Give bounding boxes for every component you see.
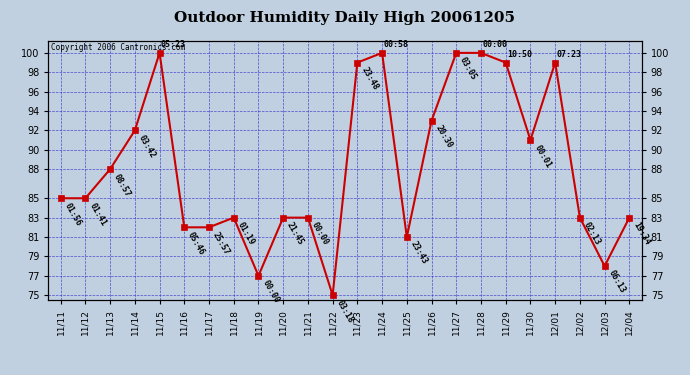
Text: 08:57: 08:57 bbox=[112, 172, 132, 198]
Text: 02:13: 02:13 bbox=[582, 220, 602, 247]
Text: 19:34: 19:34 bbox=[631, 220, 651, 247]
Text: 01:56: 01:56 bbox=[63, 201, 83, 227]
Text: 03:42: 03:42 bbox=[137, 134, 157, 159]
Text: 07:23: 07:23 bbox=[556, 50, 582, 59]
Text: 06:13: 06:13 bbox=[607, 269, 627, 295]
Text: 03:05: 03:05 bbox=[458, 56, 479, 82]
Text: 00:00: 00:00 bbox=[260, 279, 281, 305]
Text: 01:19: 01:19 bbox=[236, 220, 256, 247]
Text: 10:50: 10:50 bbox=[507, 50, 532, 59]
Text: 20:30: 20:30 bbox=[433, 124, 454, 150]
Text: 00:00: 00:00 bbox=[482, 40, 507, 49]
Text: 00:00: 00:00 bbox=[310, 220, 331, 247]
Text: Outdoor Humidity Daily High 20061205: Outdoor Humidity Daily High 20061205 bbox=[175, 11, 515, 25]
Text: 00:58: 00:58 bbox=[384, 40, 408, 49]
Text: 23:48: 23:48 bbox=[359, 66, 380, 92]
Text: 05:46: 05:46 bbox=[186, 230, 206, 256]
Text: Copyright 2006 Cantronics.com: Copyright 2006 Cantronics.com bbox=[50, 42, 185, 51]
Text: 03:18: 03:18 bbox=[335, 298, 355, 324]
Text: 05:23: 05:23 bbox=[161, 40, 186, 49]
Text: 00:01: 00:01 bbox=[533, 143, 553, 169]
Text: 23:43: 23:43 bbox=[408, 240, 429, 266]
Text: 25:57: 25:57 bbox=[211, 230, 231, 256]
Text: 21:45: 21:45 bbox=[285, 220, 306, 247]
Text: 01:41: 01:41 bbox=[88, 201, 108, 227]
